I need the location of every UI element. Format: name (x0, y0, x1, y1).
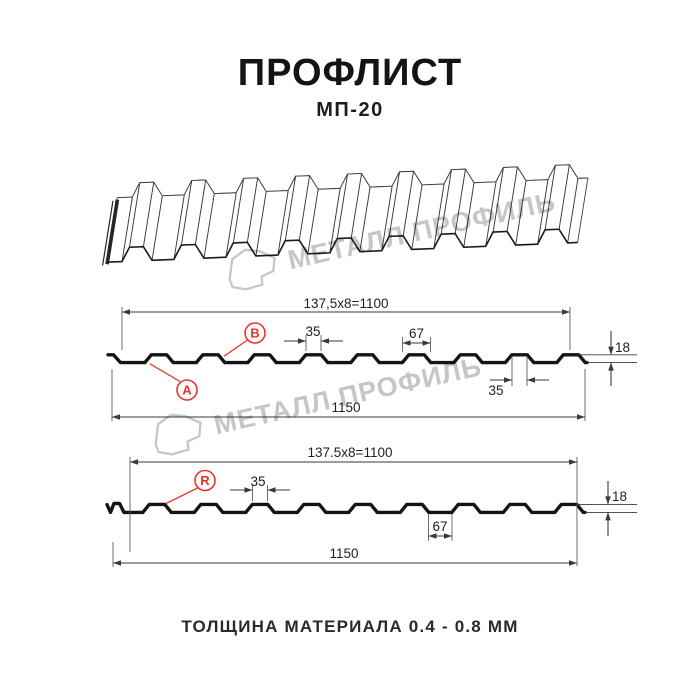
profile-cross-section-front: 137,5x8=1100 35 67 35 18 (106, 296, 637, 421)
dim-total-width-back: 1150 (329, 546, 358, 561)
sheet-3d-view (102, 164, 589, 266)
label-b-text: B (250, 326, 259, 341)
dim-rib-top-back: 35 (250, 474, 265, 489)
metal-profil-logo-icon (228, 248, 276, 291)
dim-rib-base-front: 67 (409, 326, 424, 341)
label-a-callout: A (149, 363, 198, 401)
dim-height-back: 18 (612, 489, 627, 504)
watermark-brand-1: МЕТАЛЛ ПРОФИЛЬ (219, 179, 560, 298)
page-title: ПРОФЛИСТ (237, 52, 463, 94)
dim-pitch-total-front: 137,5x8=1100 (304, 296, 389, 311)
dim-height-front: 18 (615, 340, 630, 355)
dim-rib-top2-front: 35 (488, 383, 503, 398)
label-r-callout: R (165, 469, 216, 505)
label-r-text: R (200, 473, 210, 488)
label-b-callout: B (223, 322, 266, 357)
dim-valley-back: 67 (432, 519, 447, 534)
dim-total-width-front: 1150 (331, 400, 360, 415)
dimension-arrows (112, 309, 614, 566)
label-a-text: A (182, 383, 192, 398)
page-subtitle: МП-20 (316, 99, 384, 121)
watermark-brand-2: МЕТАЛЛ ПРОФИЛЬ (145, 344, 486, 463)
dim-pitch-total-back: 137.5x8=1100 (308, 445, 393, 460)
profile-cross-section-back: 137.5x8=1100 35 67 18 1150 (105, 445, 637, 567)
profile-outline-front (106, 353, 589, 365)
material-thickness-note: ТОЛЩИНА МАТЕРИАЛА 0.4 - 0.8 ММ (181, 617, 519, 636)
metal-profil-logo-icon (154, 413, 202, 456)
dim-rib-top-front: 35 (305, 324, 320, 339)
profile-outline-back (105, 501, 587, 515)
